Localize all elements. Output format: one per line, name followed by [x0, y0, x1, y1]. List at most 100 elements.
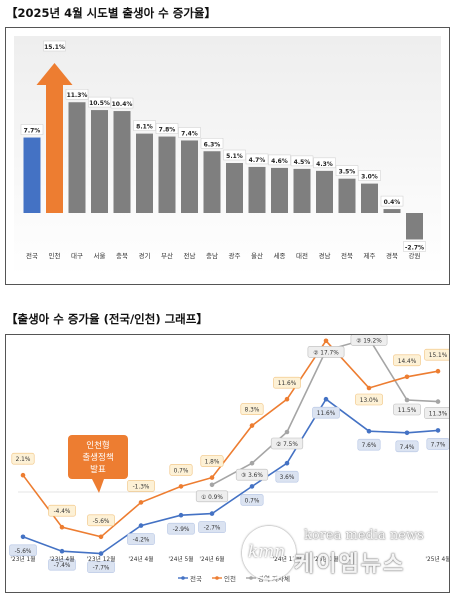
bar-value-label-11: 4.6%: [271, 158, 288, 165]
bar-1: [46, 83, 63, 213]
annotation-line-0: 인천형: [86, 440, 109, 451]
series-0-point-3: [138, 523, 144, 528]
series-0-label-box-1: [48, 558, 76, 571]
bar-category-label-14: 전북: [341, 251, 353, 260]
series-0-label-box-8: [312, 406, 340, 419]
series-2-point-7: [284, 429, 290, 435]
bar-6: [158, 136, 176, 213]
series-0-point-1: [59, 548, 65, 554]
bar-chart: 7.7% 전국 15.1% 인천 11.3% 대구 10.5% 서울 10.4% 충북 8.1% 경기…: [14, 36, 441, 276]
series-0-label-box-0: [9, 544, 37, 557]
series-1-label-box-7: [273, 376, 301, 389]
bar-category-label-17: 강원: [409, 251, 421, 260]
bar-category-label-15: 제주: [364, 252, 376, 260]
series-0-label-box-4: [167, 522, 195, 535]
bar-arrowhead: [36, 63, 73, 85]
x-axis-label-3: '24년 4월: [128, 555, 153, 563]
bar-15: [361, 183, 378, 213]
series-1-label-box-3: [127, 480, 155, 492]
series-0-point-2: [98, 551, 104, 556]
series-1-label-11: 15.1%: [429, 353, 448, 359]
series-1-label-box-5: [200, 455, 224, 467]
series-0-point-11: [435, 428, 441, 433]
bar-value-label-box-0: [20, 124, 44, 135]
bar-value-label-box-12: [290, 155, 314, 167]
series-0-point-7: [284, 460, 290, 466]
bar-value-label-box-9: [223, 149, 246, 161]
x-axis-label-4: '24년 5월: [168, 555, 193, 563]
annotation-line-2: 발표: [90, 464, 106, 475]
series-1-label-9: 13.0%: [360, 398, 379, 404]
legend-label-2: 광역 지자체: [258, 574, 290, 583]
series-1-label-3: -1.3%: [133, 484, 150, 490]
legend-marker-1: [215, 576, 219, 580]
annotation-box: [68, 435, 128, 479]
bar-value-label-box-3: [88, 96, 111, 108]
bar-category-label-6: 부산: [161, 251, 173, 260]
bar-category-label-7: 전남: [184, 251, 196, 260]
series-1-label-1: -4.4%: [54, 509, 71, 515]
series-1-point-6: [249, 423, 255, 428]
series-0-point-6: [249, 484, 255, 489]
series-1-label-box-2: [87, 514, 115, 527]
bar-category-label-13: 경남: [319, 251, 331, 260]
x-axis-label-1: '23년 4월: [49, 555, 74, 563]
series-0-point-8: [323, 396, 329, 402]
series-2-label-6: ③ 3.6%: [241, 472, 263, 479]
bar-value-label-2: 11.3%: [67, 92, 88, 99]
series-1-label-5: 1.8%: [205, 460, 220, 466]
bar-value-label-box-4: [110, 97, 134, 109]
bar-category-label-5: 경기: [139, 251, 151, 260]
bar-category-label-16: 경북: [386, 251, 398, 260]
bar-value-label-box-17: [403, 241, 426, 252]
bar-12: [293, 168, 311, 213]
series-0-label-box-2: [87, 561, 115, 573]
legend-label-1: 인천: [224, 574, 236, 583]
bar-category-label-4: 충북: [116, 251, 128, 260]
bar-value-label-box-13: [313, 157, 336, 169]
bar-category-label-0: 전국: [26, 251, 38, 260]
series-2-label-10: 11.5%: [398, 408, 417, 414]
series-line-0: [22, 398, 439, 555]
bar-value-label-10: 4.7%: [249, 157, 266, 164]
bar-category-label-2: 대구: [71, 252, 83, 260]
bar-chart-panel: 7.7% 전국 15.1% 인천 11.3% 대구 10.5% 서울 10.4% 충북 8.1% 경기…: [5, 27, 450, 285]
bar-value-label-box-10: [245, 153, 269, 165]
bar-value-label-16: 0.4%: [384, 199, 401, 206]
series-2-label-5: ① 0.9%: [201, 494, 223, 501]
bar-value-label-15: 3.0%: [361, 174, 378, 181]
line-chart: -5.6% -7.4% -7.7% -4.2% -2.9% -2.7% 0.7% 3.6% 11…: [9, 318, 452, 583]
series-0-point-4: [178, 512, 184, 518]
series-1-point-8: [323, 338, 329, 344]
series-0-label-10: 7.4%: [400, 445, 415, 451]
bar-value-label-box-14: [335, 165, 359, 176]
series-0-label-11: 7.7%: [431, 442, 446, 448]
series-2-label-box-10: [393, 403, 421, 416]
series-0-label-2: -7.7%: [93, 566, 110, 572]
bar-14: [338, 178, 356, 213]
legend-label-0: 전국: [190, 574, 202, 583]
bar-value-label-0: 7.7%: [24, 128, 41, 135]
bar-3: [91, 110, 108, 213]
series-2-point-10: [404, 397, 410, 403]
series-2-point-5: [209, 482, 215, 488]
bar-category-label-12: 대전: [296, 251, 308, 260]
series-2-label-7: ② 7.5%: [276, 441, 298, 448]
series-0-point-5: [209, 511, 215, 516]
series-1-label-6: 8.3%: [245, 408, 260, 414]
x-axis-label-8: '25년 1월: [313, 555, 338, 563]
x-axis-label-2: '23년 12월: [87, 555, 116, 563]
annotation-pointer: [92, 479, 104, 493]
series-0-label-5: -2.7%: [204, 526, 221, 532]
line-chart-panel: -5.6% -7.4% -7.7% -4.2% -2.9% -2.7% 0.7% 3.6% 11…: [5, 318, 452, 593]
bar-category-label-11: 세종: [274, 251, 286, 260]
series-0-label-box-9: [357, 438, 381, 451]
bar-value-label-box-2: [65, 88, 89, 100]
series-2-point-6: [249, 460, 255, 466]
bar-8: [203, 151, 221, 213]
x-axis-label-11: '25년 4월: [425, 555, 449, 563]
series-line-1: [22, 339, 439, 538]
bar-value-label-14: 3.5%: [339, 169, 356, 176]
bar-value-label-17: -2.7%: [405, 244, 424, 251]
series-0-label-7: 3.6%: [280, 475, 295, 481]
